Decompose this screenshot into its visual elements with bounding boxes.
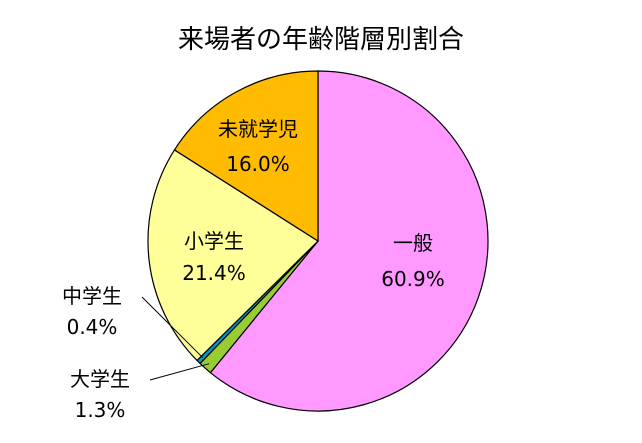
slice-name-label: 大学生 — [70, 367, 130, 391]
slice-value-label: 21.4% — [182, 261, 246, 285]
pie-slices — [147, 70, 489, 412]
leader-lines — [141, 296, 210, 381]
slice-value-label: 60.9% — [381, 267, 445, 291]
slice-labels: 一般 60.9% 大学生 1.3% 中学生 0.4% 小学生 21.4% 未就学児 16.0% — [62, 117, 445, 422]
slice-value-label: 16.0% — [226, 152, 290, 176]
slice-value-label: 0.4% — [67, 315, 118, 339]
slice-name-label: 小学生 — [184, 229, 244, 253]
pie-slice — [173, 70, 319, 243]
pie-slice — [209, 70, 489, 412]
leader-line — [149, 363, 210, 381]
chart-title: 来場者の年齢階層別割合 — [178, 25, 464, 55]
slice-name-label: 一般 — [393, 231, 433, 255]
pie-slice — [147, 149, 319, 362]
slice-value-label: 1.3% — [75, 398, 126, 422]
slice-name-label: 未就学児 — [218, 117, 298, 141]
slice-name-label: 中学生 — [62, 284, 122, 308]
leader-line — [141, 296, 204, 359]
